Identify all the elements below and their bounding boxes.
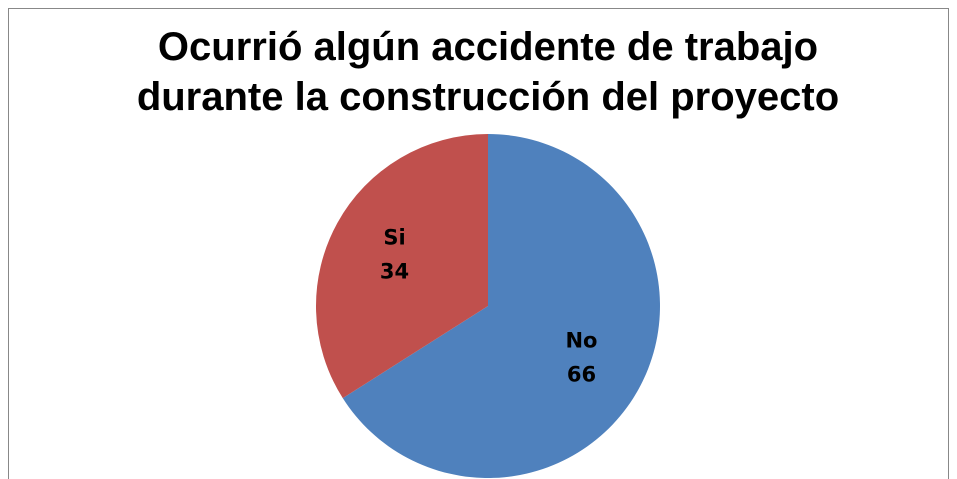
slice-category-label: No [565, 328, 597, 352]
pie-slice [315, 134, 488, 399]
slice-category-label: Si [383, 226, 405, 250]
pie-slice [342, 134, 660, 478]
chart-title: Ocurrió algún accidente de trabajo duran… [136, 25, 840, 119]
slice-value-label: 66 [567, 362, 596, 386]
slice-value-label: 34 [380, 260, 409, 284]
